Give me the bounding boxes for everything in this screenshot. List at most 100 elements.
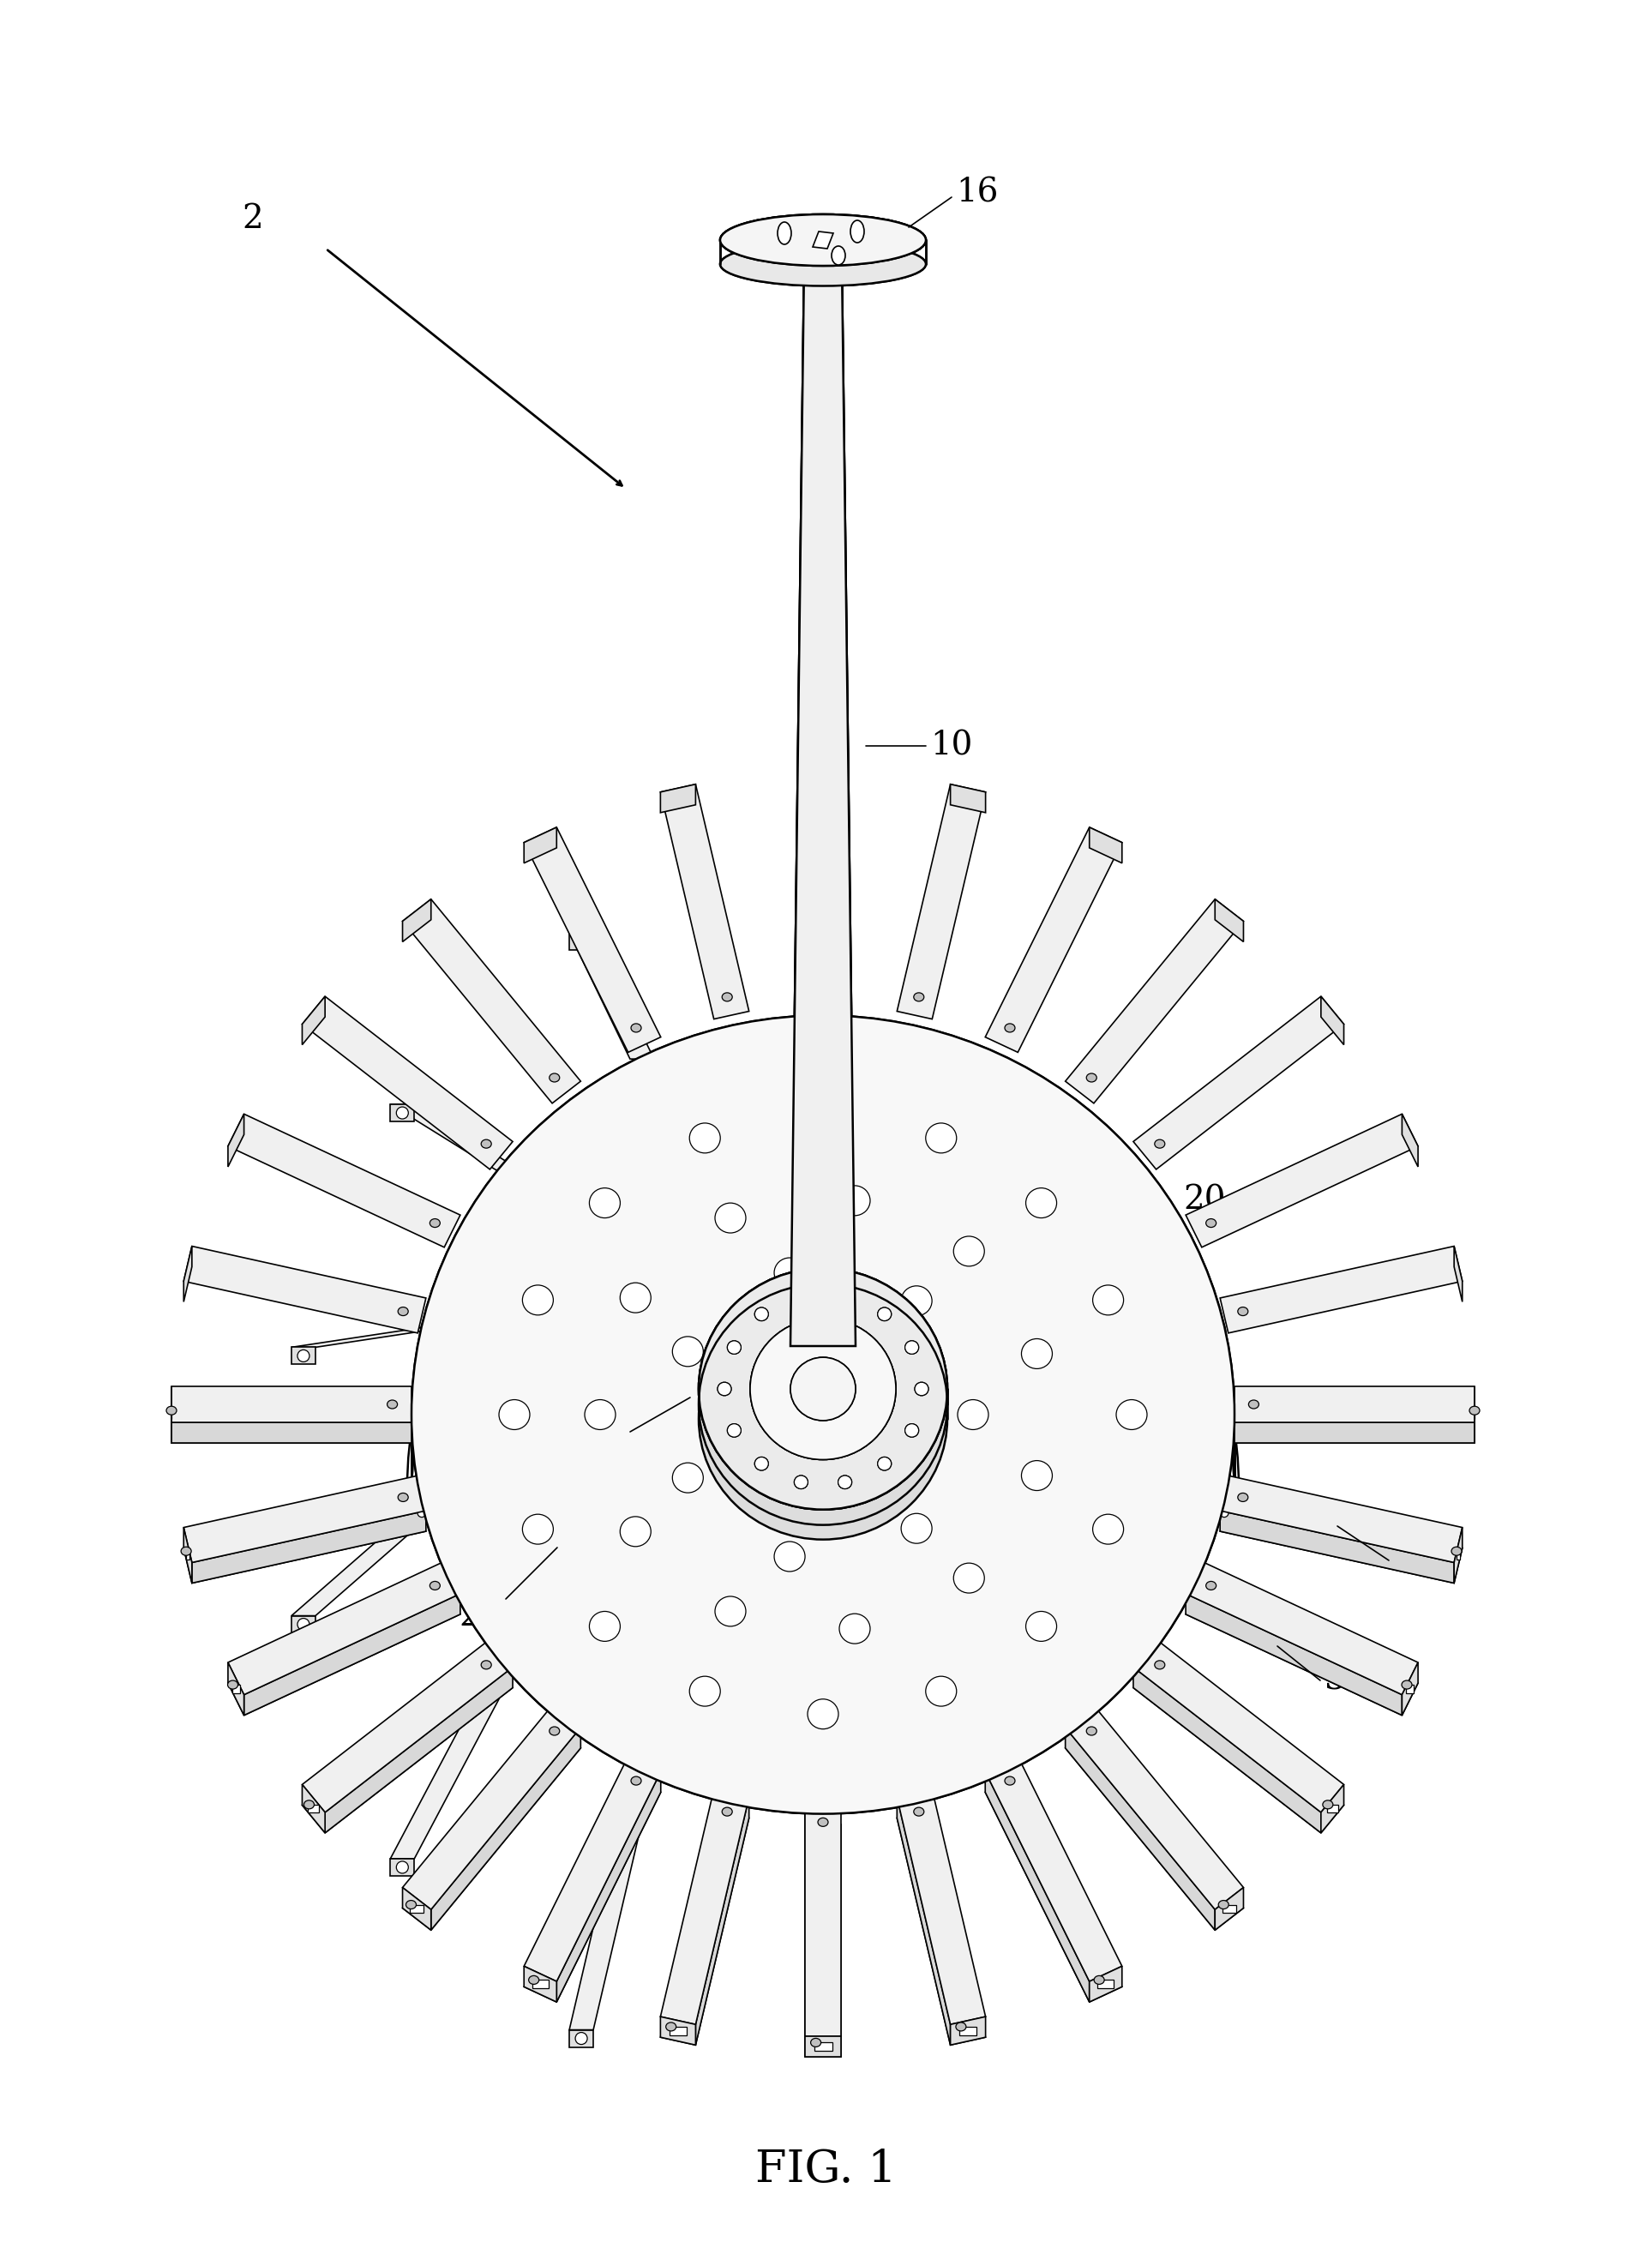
Polygon shape	[985, 1777, 1122, 2001]
Ellipse shape	[755, 1457, 768, 1471]
Polygon shape	[325, 1668, 512, 1833]
Ellipse shape	[550, 1727, 560, 1736]
Ellipse shape	[1117, 1400, 1146, 1430]
Ellipse shape	[1401, 1681, 1412, 1688]
Ellipse shape	[1092, 1514, 1123, 1543]
Ellipse shape	[620, 1283, 651, 1312]
Ellipse shape	[499, 1400, 530, 1430]
Polygon shape	[661, 784, 748, 1020]
Ellipse shape	[699, 1269, 947, 1509]
Polygon shape	[185, 1552, 190, 1559]
Ellipse shape	[727, 1341, 742, 1355]
Polygon shape	[244, 1593, 461, 1715]
Ellipse shape	[590, 1611, 620, 1641]
Polygon shape	[1133, 1638, 1343, 1813]
Polygon shape	[228, 1663, 244, 1715]
Ellipse shape	[1206, 1582, 1216, 1591]
Polygon shape	[1186, 1582, 1417, 1715]
Ellipse shape	[808, 1101, 839, 1131]
Ellipse shape	[167, 1407, 177, 1414]
Ellipse shape	[1211, 1500, 1219, 1507]
Ellipse shape	[1026, 1187, 1057, 1217]
Polygon shape	[1133, 1668, 1322, 1833]
Ellipse shape	[1059, 1407, 1067, 1416]
Ellipse shape	[808, 1101, 839, 1131]
Ellipse shape	[1117, 1400, 1146, 1430]
Ellipse shape	[958, 1400, 988, 1430]
Ellipse shape	[808, 1700, 839, 1729]
Ellipse shape	[672, 1464, 704, 1493]
Polygon shape	[172, 1407, 411, 1443]
Ellipse shape	[1026, 1611, 1057, 1641]
Polygon shape	[557, 1405, 590, 1430]
Polygon shape	[524, 1756, 661, 1980]
Polygon shape	[302, 1661, 512, 1833]
Polygon shape	[805, 773, 841, 1006]
Ellipse shape	[1087, 1727, 1097, 1736]
Ellipse shape	[722, 993, 732, 1002]
Ellipse shape	[953, 1564, 985, 1593]
Polygon shape	[431, 1727, 580, 1931]
Polygon shape	[403, 1727, 580, 1931]
Polygon shape	[228, 1582, 461, 1715]
Polygon shape	[1133, 997, 1343, 1169]
Ellipse shape	[925, 1677, 957, 1706]
Ellipse shape	[900, 1514, 932, 1543]
Polygon shape	[1221, 1511, 1454, 1584]
Ellipse shape	[672, 1337, 704, 1366]
Ellipse shape	[750, 1319, 895, 1459]
Polygon shape	[1214, 900, 1244, 943]
Ellipse shape	[428, 1500, 436, 1507]
Ellipse shape	[851, 220, 864, 242]
Ellipse shape	[900, 1285, 932, 1317]
Ellipse shape	[558, 1407, 567, 1416]
Ellipse shape	[727, 1341, 742, 1355]
Polygon shape	[790, 265, 856, 1346]
Polygon shape	[1066, 1706, 1244, 1910]
Ellipse shape	[1189, 1448, 1199, 1457]
Ellipse shape	[925, 1124, 957, 1153]
Polygon shape	[570, 1770, 654, 2030]
Ellipse shape	[590, 1611, 620, 1641]
Ellipse shape	[717, 1382, 732, 1396]
Ellipse shape	[775, 1258, 805, 1287]
Ellipse shape	[727, 1423, 742, 1437]
Polygon shape	[403, 1706, 580, 1910]
Polygon shape	[172, 1423, 411, 1443]
Ellipse shape	[925, 1677, 957, 1706]
Polygon shape	[302, 1786, 325, 1833]
Ellipse shape	[481, 1661, 491, 1670]
Ellipse shape	[699, 1269, 947, 1509]
Ellipse shape	[620, 1516, 651, 1545]
Ellipse shape	[775, 1541, 805, 1573]
Polygon shape	[895, 1382, 928, 1407]
Polygon shape	[1234, 1407, 1475, 1443]
Ellipse shape	[831, 247, 846, 265]
Polygon shape	[1214, 1888, 1244, 1931]
Polygon shape	[1089, 1967, 1122, 2001]
Ellipse shape	[1021, 1462, 1052, 1491]
Ellipse shape	[1069, 1416, 1077, 1425]
Ellipse shape	[750, 1319, 895, 1459]
Ellipse shape	[877, 1457, 892, 1471]
Ellipse shape	[1026, 1611, 1057, 1641]
Polygon shape	[291, 1616, 316, 1634]
Polygon shape	[291, 1502, 446, 1616]
Ellipse shape	[1021, 1339, 1052, 1369]
Polygon shape	[661, 2017, 695, 2044]
Ellipse shape	[838, 1475, 852, 1489]
Polygon shape	[570, 2030, 593, 2046]
Ellipse shape	[914, 1808, 923, 1815]
Polygon shape	[410, 1906, 425, 1913]
Ellipse shape	[839, 1613, 871, 1643]
Polygon shape	[805, 1824, 841, 2058]
Ellipse shape	[1219, 1901, 1229, 1908]
Ellipse shape	[839, 1185, 871, 1215]
Polygon shape	[950, 2017, 986, 2044]
Ellipse shape	[915, 1382, 928, 1396]
Ellipse shape	[919, 1385, 927, 1394]
Ellipse shape	[1237, 1307, 1247, 1317]
Ellipse shape	[689, 1124, 720, 1153]
Ellipse shape	[699, 1269, 947, 1509]
Ellipse shape	[953, 1564, 985, 1593]
